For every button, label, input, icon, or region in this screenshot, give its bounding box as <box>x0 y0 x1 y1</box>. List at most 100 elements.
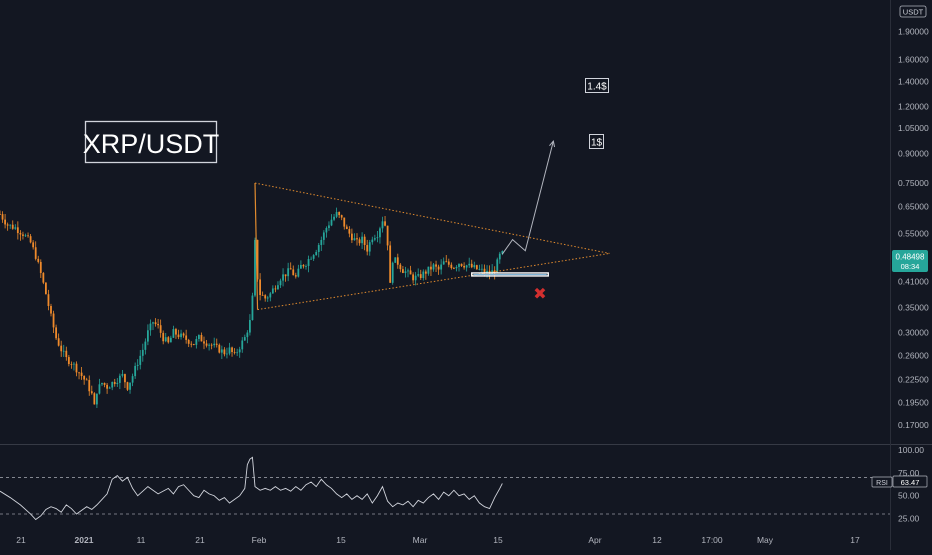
candle-body <box>124 374 126 383</box>
candle-body <box>60 345 63 352</box>
candle-body <box>483 268 486 273</box>
candle-body <box>478 268 481 270</box>
candle-body <box>98 384 101 394</box>
rsi-tick-label-0: 100.00 <box>898 445 924 455</box>
candle-body <box>414 275 417 281</box>
candle-body <box>111 382 114 388</box>
candle-body <box>312 255 315 259</box>
price-axis[interactable]: 1.90000 1.60000 1.40000 1.20000 1.05000 0.900… <box>898 27 929 430</box>
price-tick-label-16: 0.17000 <box>898 420 929 430</box>
candle-body <box>182 333 185 336</box>
candle-body <box>134 365 137 377</box>
candle-body <box>218 344 221 353</box>
candle-body <box>70 364 73 365</box>
candle-body <box>103 382 106 385</box>
candle-body <box>453 267 455 269</box>
candle-body <box>381 221 384 229</box>
candle-body <box>440 264 443 270</box>
rsi-axis[interactable]: 100.00 75.00 50.00 25.00 <box>898 445 924 524</box>
candle-body <box>172 329 175 338</box>
candle-body <box>80 372 83 377</box>
candle-body <box>460 263 463 266</box>
date-axis[interactable]: 21 2021 11 21 Feb 15 Mar 15 Apr 12 17:00 May 17 <box>16 535 860 545</box>
target-label-1-4[interactable]: 1.4$ <box>585 78 609 93</box>
candle-body <box>118 375 121 383</box>
candle-body <box>335 212 338 217</box>
candle-body <box>481 268 483 270</box>
candle-body <box>78 372 80 374</box>
rsi-tick-label-2: 50.00 <box>898 491 920 501</box>
candle-body <box>322 232 325 240</box>
candle-body <box>458 263 460 267</box>
price-tick-label-14: 0.22500 <box>898 374 929 384</box>
candle-body <box>85 379 88 381</box>
rsi-value-tag[interactable]: RSI 63.47 <box>871 475 928 488</box>
candle-body <box>386 225 389 246</box>
candle-body <box>363 236 366 246</box>
candle-body <box>223 349 226 355</box>
candle-body <box>432 264 435 270</box>
candle-body <box>465 265 468 268</box>
candle-body <box>231 347 233 352</box>
candle-body <box>169 337 172 343</box>
target-label-1[interactable]: 1$ <box>589 134 604 149</box>
price-tick-label-6: 0.75000 <box>898 178 929 188</box>
candle-body <box>141 349 144 356</box>
candle-body <box>391 262 394 283</box>
date-tick-label-1: 2021 <box>75 535 94 545</box>
candle-body <box>4 219 6 225</box>
candle-body <box>65 350 68 358</box>
drawing-overlay[interactable] <box>254 140 610 311</box>
candle-body <box>16 227 19 234</box>
rsi-line <box>0 456 503 521</box>
price-tick-label-0: 1.90000 <box>898 27 929 37</box>
candle-body <box>424 271 427 274</box>
candle-body <box>396 257 399 265</box>
candle-body <box>208 344 210 346</box>
candle-body <box>75 363 78 373</box>
date-tick-label-8: Apr <box>588 535 601 545</box>
symbol-title: XRP/USDT <box>83 129 220 159</box>
date-tick-label-6: Mar <box>413 535 428 545</box>
candle-body <box>147 330 149 342</box>
candle-body <box>106 384 108 389</box>
candle-body <box>412 274 414 281</box>
candle-body <box>402 269 404 273</box>
candle-body <box>45 282 47 295</box>
date-tick-label-3: 21 <box>195 535 205 545</box>
symbol-title-box[interactable]: XRP/USDT <box>83 120 220 164</box>
target-label-1-text: 1$ <box>591 138 603 149</box>
candle-body <box>9 224 12 226</box>
candle-body <box>279 280 282 286</box>
candle-body <box>430 266 432 270</box>
candle-body <box>330 219 333 226</box>
candle-body <box>328 225 330 229</box>
last-price-tag[interactable]: 0.48498 08:34 <box>892 250 928 272</box>
price-tick-label-4: 1.05000 <box>898 123 929 133</box>
triangle-upper-line <box>254 182 610 254</box>
candle-body <box>62 350 65 352</box>
candle-body <box>361 236 363 244</box>
currency-badge[interactable]: USDT <box>899 5 927 18</box>
candle-body <box>289 268 292 270</box>
bar-countdown: 08:34 <box>901 262 920 271</box>
candle-body <box>473 265 476 268</box>
candle-body <box>394 257 397 263</box>
candle-body <box>67 357 70 365</box>
candle-body <box>486 270 488 273</box>
candle-body <box>73 363 75 365</box>
candle-body <box>475 265 478 270</box>
last-price-value: 0.48498 <box>896 253 925 262</box>
candle-body <box>233 351 236 353</box>
candle-body <box>407 270 409 272</box>
candle-body <box>345 226 348 230</box>
price-tick-label-2: 1.40000 <box>898 76 929 86</box>
price-tick-label-11: 0.35000 <box>898 302 929 312</box>
candle-body <box>284 274 287 277</box>
date-tick-label-0: 21 <box>16 535 26 545</box>
rsi-pane[interactable] <box>0 456 890 521</box>
candle-body <box>389 245 392 283</box>
candle-body <box>159 325 162 333</box>
